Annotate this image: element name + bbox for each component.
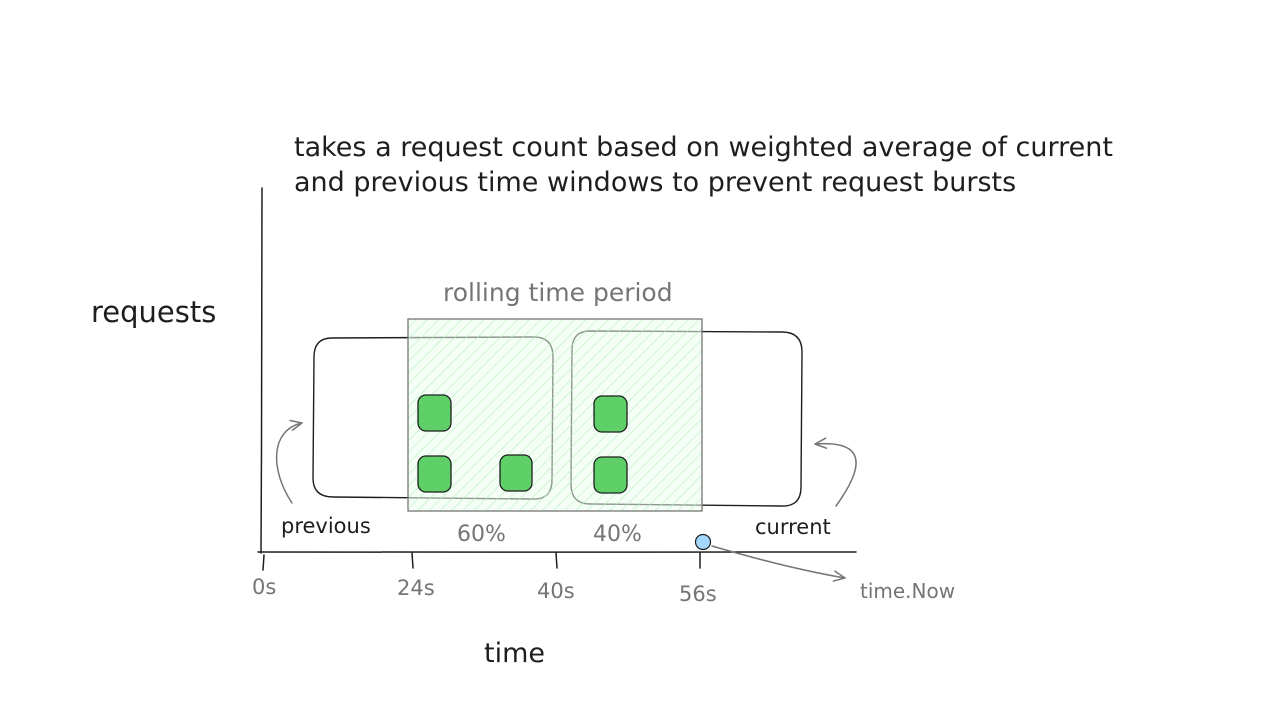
time-now-label: time.Now: [860, 579, 955, 603]
rolling-window-label: rolling time period: [443, 278, 673, 307]
description-line-1: takes a request count based on weighted …: [294, 132, 1113, 163]
rolling-window-box: [408, 319, 702, 511]
request-block: [418, 456, 451, 492]
tick-mark-24s: [412, 553, 413, 568]
description-line-2: and previous time windows to prevent req…: [294, 167, 1016, 198]
request-block: [594, 457, 627, 493]
tick-label-24s: 24s: [397, 576, 435, 600]
time-now-dot: [696, 535, 711, 550]
y-axis-label: requests: [91, 295, 216, 329]
tick-mark-0s: [263, 555, 264, 570]
previous-weight-label: 60%: [457, 522, 506, 547]
tick-label-0s: 0s: [252, 575, 276, 599]
previous-label: previous: [281, 514, 371, 538]
tick-mark-40s: [556, 553, 557, 568]
tick-label-40s: 40s: [537, 579, 575, 603]
request-block: [594, 396, 627, 432]
y-axis-line: [261, 188, 262, 553]
tick-label-56s: 56s: [679, 582, 717, 606]
x-axis-label: time: [484, 638, 545, 669]
request-block: [418, 395, 451, 431]
request-block: [500, 455, 532, 491]
previous-arrow: [277, 423, 302, 503]
current-arrow: [815, 444, 856, 506]
x-axis-line: [258, 552, 856, 553]
current-label: current: [755, 515, 831, 539]
time-now-arrow: [712, 546, 845, 578]
current-weight-label: 40%: [593, 522, 642, 547]
